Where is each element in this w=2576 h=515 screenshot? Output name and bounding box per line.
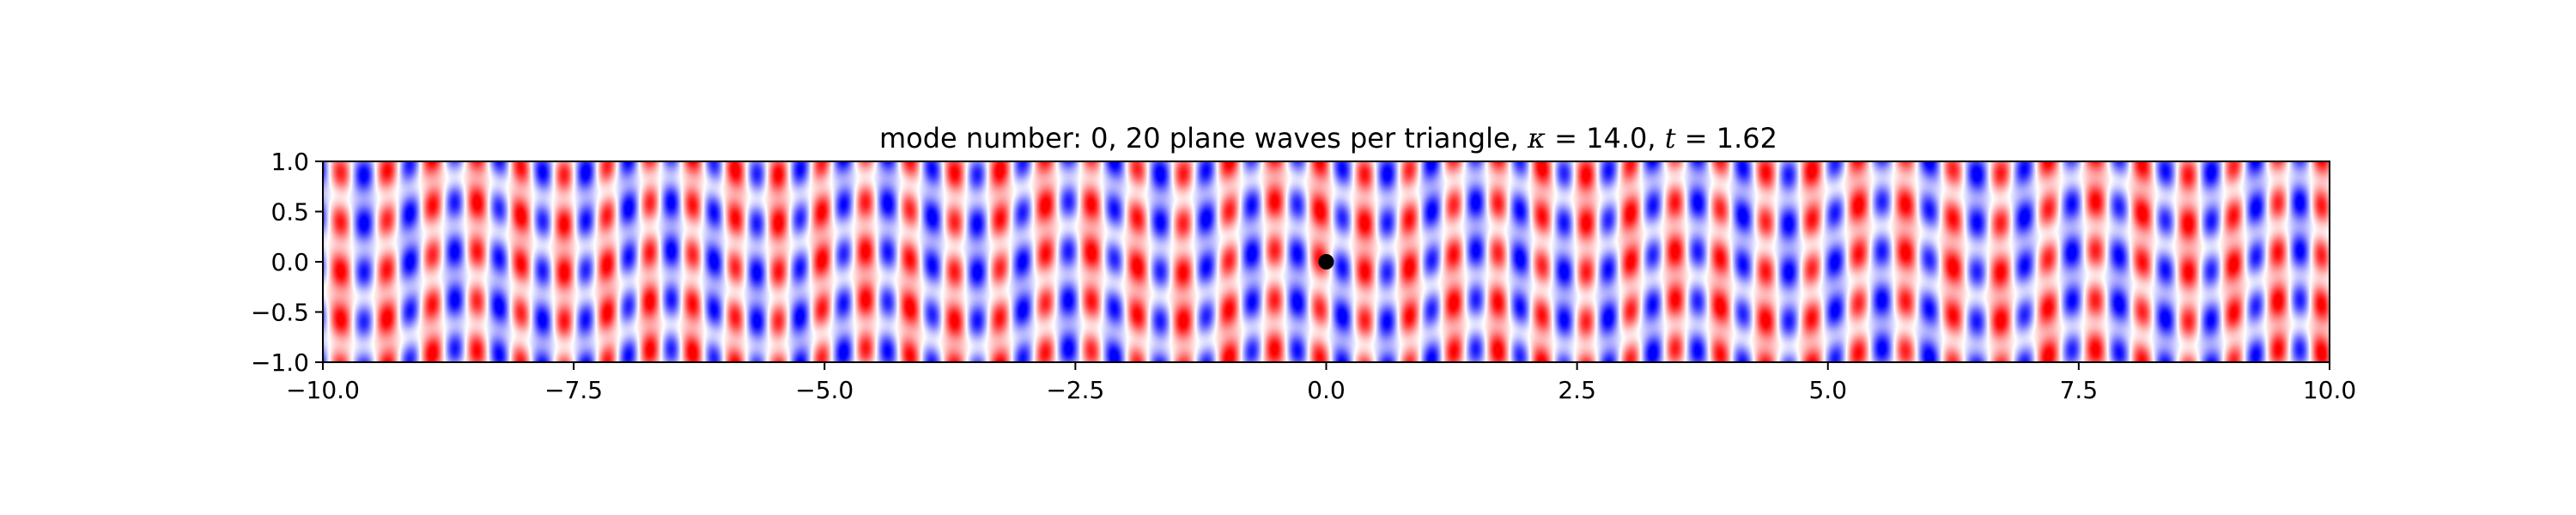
x-tick-label: −7.5 (544, 376, 603, 404)
chart-title-kappa-symbol: κ (1527, 122, 1546, 154)
x-tick-label: 2.5 (1558, 376, 1596, 404)
x-tick-label: −2.5 (1046, 376, 1104, 404)
chart-title-prefix: mode number: 0, 20 plane waves per trian… (879, 122, 1528, 154)
x-tick-label: −10.0 (286, 376, 360, 404)
y-tick-label: 0.0 (270, 248, 309, 276)
x-tick-label: 0.0 (1307, 376, 1346, 404)
y-tick-label: −1.0 (251, 348, 309, 377)
y-tick-label: 0.5 (270, 198, 309, 227)
y-tick-label: 1.0 (270, 148, 309, 176)
source-marker (1318, 254, 1334, 270)
chart-title: mode number: 0, 20 plane waves per trian… (879, 122, 1777, 154)
x-axis: −10.0 −7.5 −5.0 −2.5 0.0 2.5 5.0 7.5 10.0 (286, 362, 2356, 404)
x-tick-label: −5.0 (795, 376, 854, 404)
chart-title-t-value: = 1.62 (1676, 122, 1777, 154)
chart-title-t-symbol: t (1665, 122, 1676, 154)
plot-area (322, 161, 2330, 363)
x-tick-label: 5.0 (1808, 376, 1847, 404)
y-axis: 1.0 0.5 0.0 −0.5 −1.0 (251, 148, 323, 377)
y-tick-label: −0.5 (251, 299, 309, 327)
x-tick-label: 7.5 (2060, 376, 2099, 404)
chart-title-kappa-value: = 14.0, (1546, 122, 1665, 154)
x-tick-label: 10.0 (2303, 376, 2356, 404)
